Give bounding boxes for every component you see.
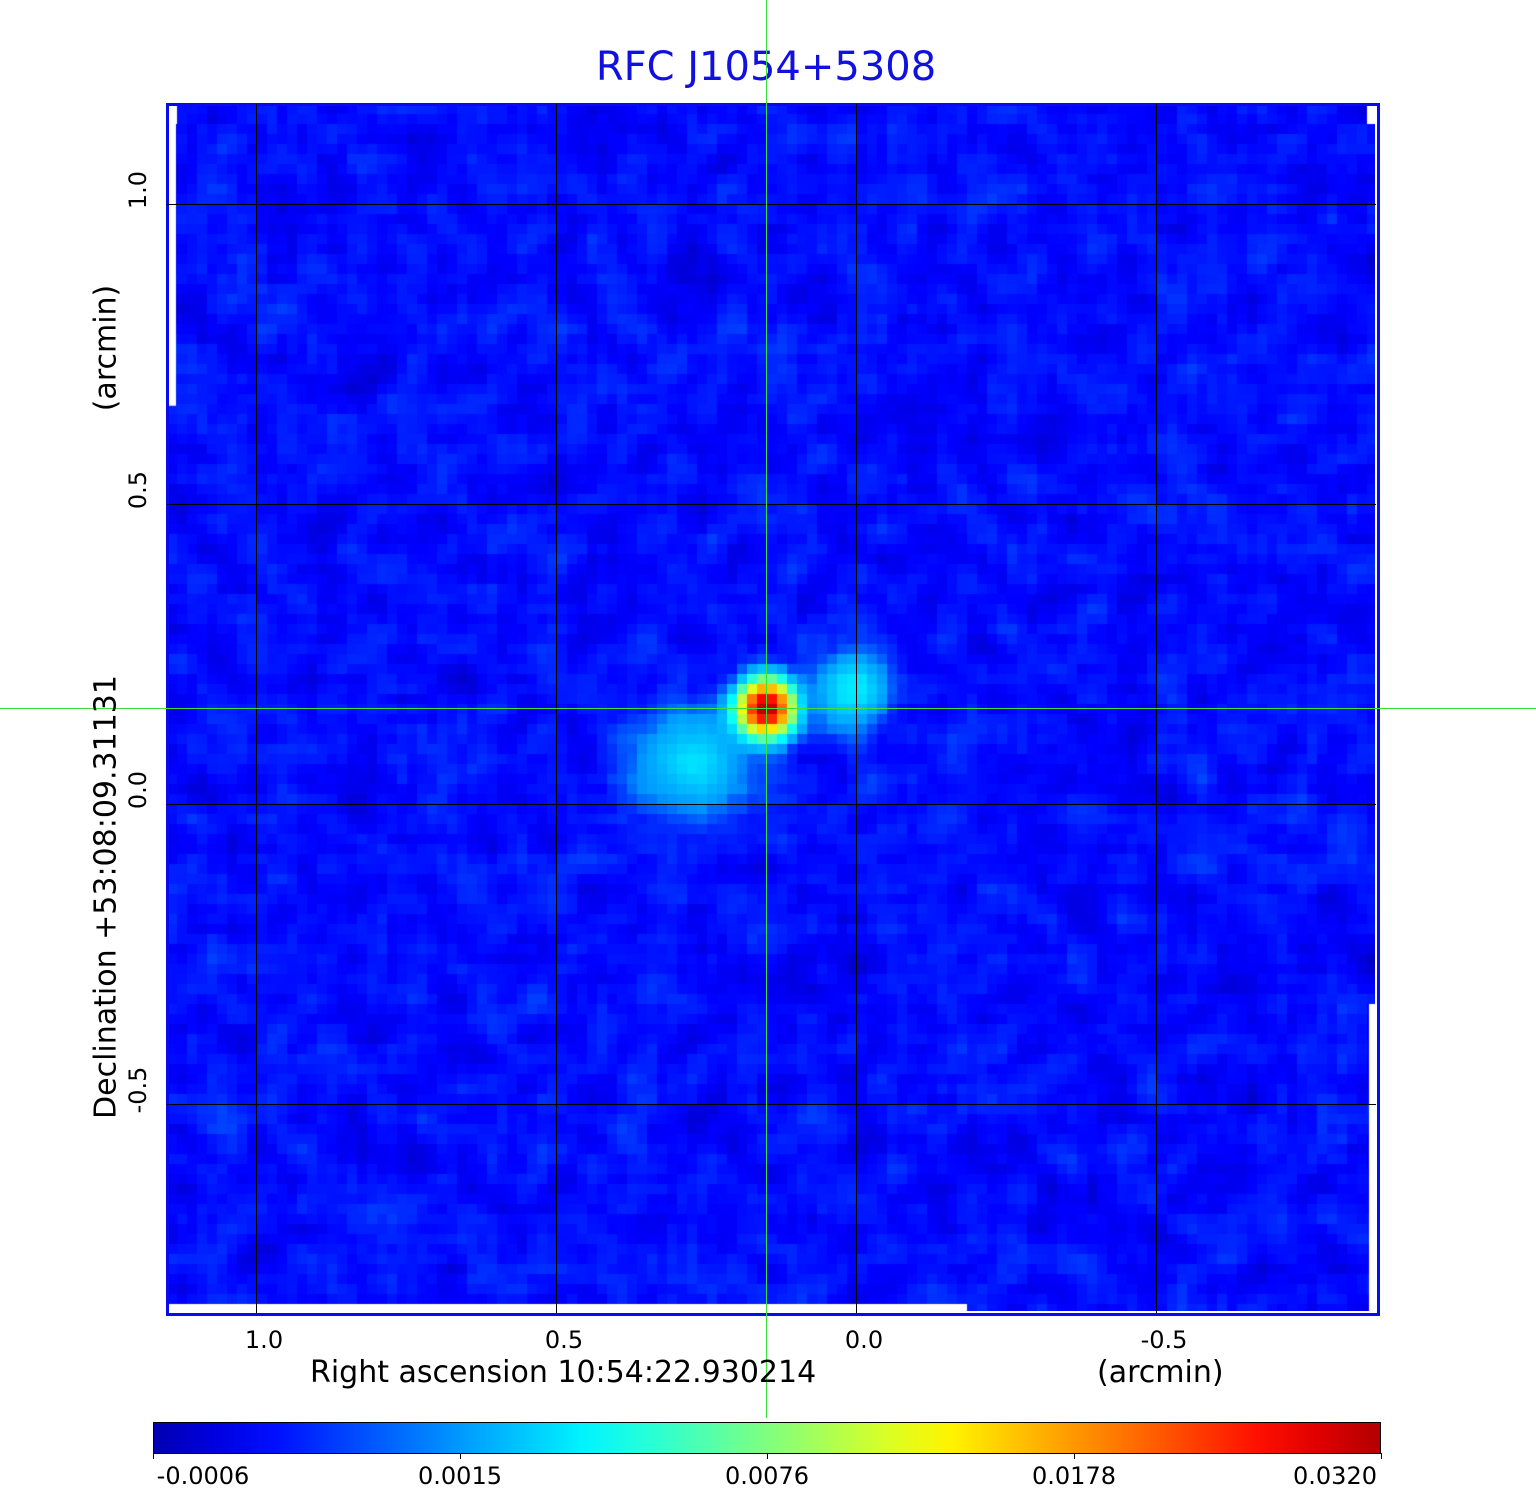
crosshair-vertical[interactable] [766,0,767,1418]
y-tick-label: -0.5 [124,1066,152,1114]
plot-frame [166,103,1380,1316]
y-axis-unit: (arcmin) [88,284,124,412]
grid-line-y [167,504,1376,505]
colorbar-tick [1381,1453,1382,1459]
crosshair-horizontal[interactable] [0,708,1536,709]
x-tick-label: -0.5 [1140,1326,1188,1354]
y-axis-label: Declination +53:08:09.31131 [88,675,124,1119]
grid-line-y [167,1104,1376,1105]
colorbar [153,1422,1381,1454]
y-tick-label: 1.0 [124,170,152,210]
x-tick-label: 0.0 [844,1326,884,1354]
x-axis-unit: (arcmin) [1097,1355,1224,1390]
colorbar-tick-label: 0.0320 [1293,1462,1377,1490]
colorbar-tick [460,1453,461,1459]
colorbar-tick-label: -0.0006 [156,1462,250,1490]
grid-line-y [167,204,1376,205]
x-tick-label: 0.5 [544,1326,584,1354]
chart-title: RFC J1054+5308 [595,44,937,90]
colorbar-tick-label: 0.0178 [1032,1462,1116,1490]
colorbar-tick [767,1453,768,1459]
colorbar-tick-label: 0.0076 [725,1462,809,1490]
colorbar-tick [153,1453,154,1459]
x-tick-label: 1.0 [244,1326,284,1354]
colorbar-tick-label: 0.0015 [418,1462,502,1490]
x-axis-label: Right ascension 10:54:22.930214 [310,1355,817,1390]
y-tick-label: 0.0 [124,770,152,810]
colorbar-tick [1074,1453,1075,1459]
y-tick-label: 0.5 [124,470,152,510]
sky-image-heatmap[interactable] [167,104,1375,1311]
grid-line-y [167,804,1376,805]
